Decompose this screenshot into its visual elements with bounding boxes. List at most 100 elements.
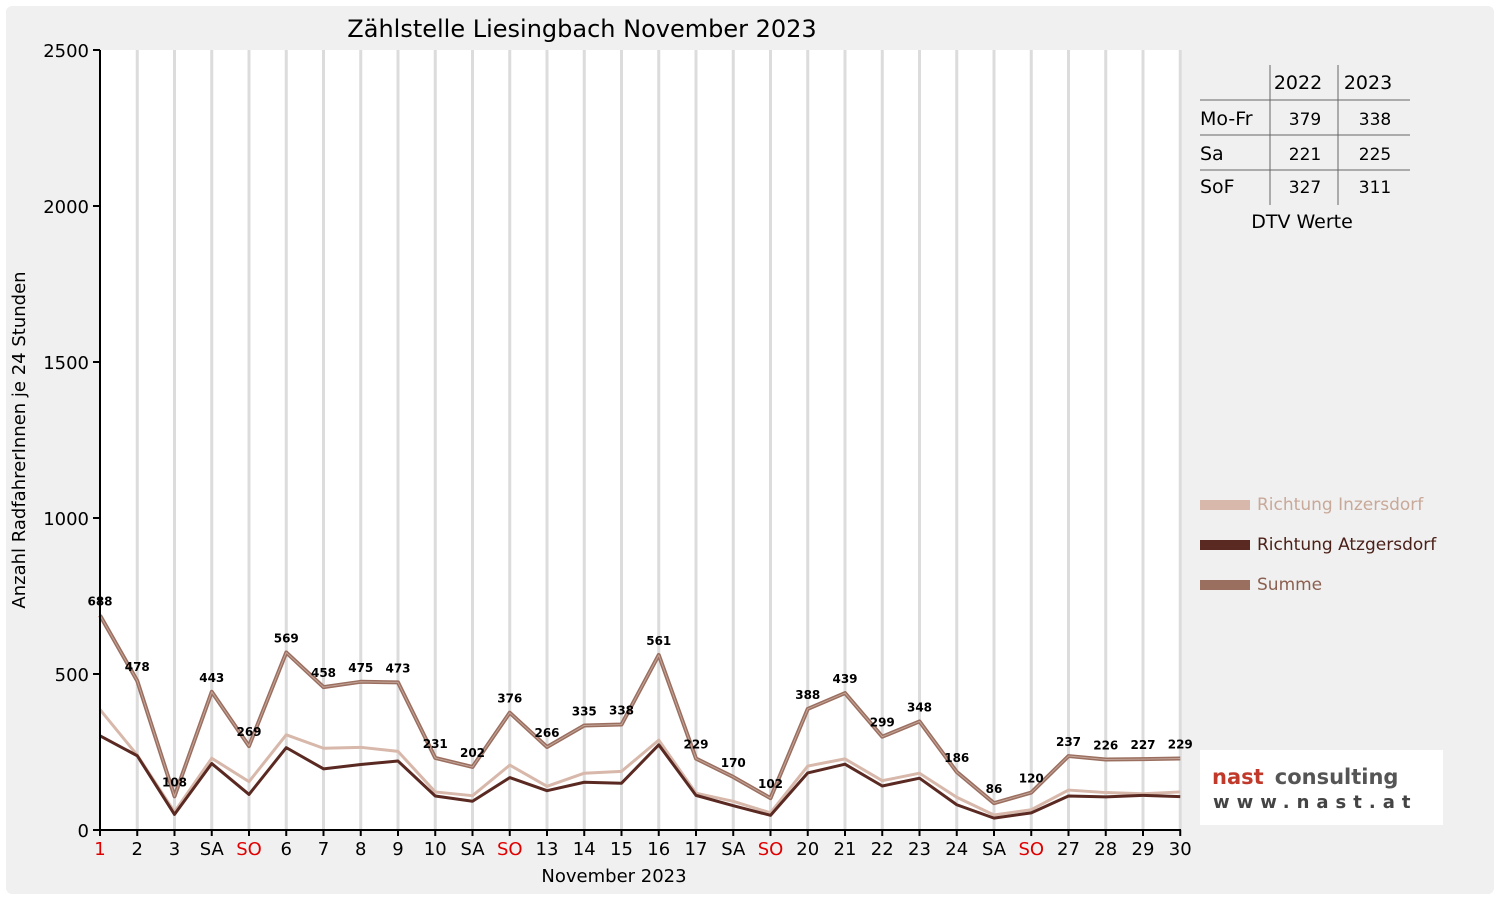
x-tick-label: 22 bbox=[871, 839, 894, 860]
legend-swatch-inzersdorf bbox=[1200, 500, 1250, 510]
logo-text: nast consulting bbox=[1212, 765, 1398, 789]
x-tick-label: 24 bbox=[945, 839, 968, 860]
data-label: 237 bbox=[1056, 735, 1081, 749]
x-tick-label: SA bbox=[200, 839, 225, 860]
x-axis-ticks: 1 2 3 SA SO 6 7 8 9 10 SA SO 13 14 15 16 17 SA SO 20 21 22 23 2… bbox=[94, 830, 1192, 860]
data-label: 231 bbox=[423, 737, 448, 751]
plot-area bbox=[100, 50, 1181, 830]
series-line-richtung-atzgersdorf bbox=[99, 734, 1181, 820]
legend-label-atzgersdorf: Richtung Atzgersdorf bbox=[1257, 535, 1437, 555]
y-tick-label: 1000 bbox=[43, 509, 89, 530]
data-labels: 6884781084432695694584754732312023762663… bbox=[87, 594, 1192, 796]
x-tick-label: 23 bbox=[908, 839, 931, 860]
y-axis-title: Anzahl RadfahrerInnen je 24 Stunden bbox=[9, 271, 30, 608]
x-tick-label: 14 bbox=[573, 839, 596, 860]
data-label: 335 bbox=[572, 704, 597, 718]
series-line-richtung-inzersdorf bbox=[98, 708, 1181, 817]
dtv-cell: 221 bbox=[1289, 145, 1321, 165]
x-tick-label: 2 bbox=[132, 839, 143, 860]
data-label: 458 bbox=[311, 666, 336, 680]
data-label: 108 bbox=[162, 775, 187, 789]
x-tick-label: 17 bbox=[685, 839, 708, 860]
data-label: 120 bbox=[1019, 772, 1044, 786]
legend-swatch-summe bbox=[1200, 580, 1250, 590]
dtv-cell: 338 bbox=[1359, 110, 1391, 130]
data-label: 569 bbox=[274, 631, 299, 645]
y-tick-label: 0 bbox=[78, 821, 89, 842]
y-axis-ticks: 0 500 1000 1500 2000 2500 bbox=[43, 41, 100, 842]
dtv-caption: DTV Werte bbox=[1251, 211, 1353, 233]
data-label: 561 bbox=[646, 634, 671, 648]
x-tick-label: 9 bbox=[392, 839, 403, 860]
logo-url: www.nast.at bbox=[1213, 792, 1417, 813]
data-label: 348 bbox=[907, 700, 932, 714]
x-tick-label: 10 bbox=[424, 839, 447, 860]
data-label: 227 bbox=[1130, 738, 1155, 752]
data-label: 202 bbox=[460, 746, 485, 760]
data-label: 102 bbox=[758, 777, 783, 791]
x-tick-label: SO bbox=[1018, 839, 1044, 860]
x-tick-label: 30 bbox=[1169, 839, 1192, 860]
data-label: 388 bbox=[795, 688, 820, 702]
data-label: 376 bbox=[497, 692, 522, 706]
legend-label-summe: Summe bbox=[1257, 575, 1322, 595]
data-label: 473 bbox=[385, 661, 410, 675]
dtv-table: 2022 2023 Mo-Fr 379 338 Sa 221 225 SoF 3… bbox=[1200, 65, 1410, 233]
x-tick-label: SA bbox=[982, 839, 1007, 860]
logo-background bbox=[1200, 750, 1443, 825]
legend: Richtung Inzersdorf Richtung Atzgersdorf… bbox=[1200, 495, 1437, 595]
nast-consulting-logo: nast consulting www.nast.at bbox=[1200, 750, 1443, 825]
x-tick-label: 29 bbox=[1132, 839, 1155, 860]
series-line-highlight bbox=[99, 615, 1181, 804]
x-tick-label: SO bbox=[497, 839, 523, 860]
dtv-col-header: 2023 bbox=[1344, 72, 1392, 94]
data-label: 86 bbox=[986, 782, 1003, 796]
x-tick-label: 21 bbox=[834, 839, 857, 860]
x-tick-label: 16 bbox=[647, 839, 670, 860]
x-tick-label: 8 bbox=[355, 839, 366, 860]
chart-title: Zählstelle Liesingbach November 2023 bbox=[347, 15, 816, 43]
y-tick-label: 500 bbox=[55, 665, 89, 686]
dtv-cell: 225 bbox=[1359, 145, 1391, 165]
data-label: 269 bbox=[236, 725, 261, 739]
data-label: 170 bbox=[721, 756, 746, 770]
x-tick-label: 20 bbox=[796, 839, 819, 860]
data-label: 229 bbox=[683, 738, 708, 752]
legend-swatch-atzgersdorf bbox=[1200, 540, 1250, 550]
x-tick-label: 7 bbox=[318, 839, 329, 860]
data-label: 229 bbox=[1168, 738, 1193, 752]
x-tick-label: 1 bbox=[94, 839, 105, 860]
series-lines bbox=[98, 614, 1181, 820]
data-label: 439 bbox=[832, 672, 857, 686]
x-tick-label: 6 bbox=[281, 839, 292, 860]
x-tick-label: SA bbox=[460, 839, 485, 860]
dtv-cell: 311 bbox=[1359, 178, 1391, 198]
x-tick-label: SO bbox=[236, 839, 262, 860]
dtv-cell: 327 bbox=[1289, 178, 1321, 198]
dtv-cell: 379 bbox=[1289, 110, 1321, 130]
data-label: 443 bbox=[199, 671, 224, 685]
data-label: 338 bbox=[609, 704, 634, 718]
data-label: 186 bbox=[944, 751, 969, 765]
legend-label-inzersdorf: Richtung Inzersdorf bbox=[1257, 495, 1424, 515]
x-tick-label: SO bbox=[758, 839, 784, 860]
x-axis-title: November 2023 bbox=[541, 866, 686, 887]
x-tick-label: 28 bbox=[1094, 839, 1117, 860]
dtv-col-header: 2022 bbox=[1274, 72, 1322, 94]
data-label: 475 bbox=[348, 661, 373, 675]
x-tick-label: 15 bbox=[610, 839, 633, 860]
data-label: 299 bbox=[870, 716, 895, 730]
x-tick-label: 13 bbox=[536, 839, 559, 860]
y-tick-label: 1500 bbox=[43, 353, 89, 374]
x-tick-label: 3 bbox=[169, 839, 180, 860]
x-tick-label: SA bbox=[721, 839, 746, 860]
grid bbox=[100, 50, 1182, 830]
dtv-row-label: Sa bbox=[1200, 143, 1224, 165]
data-label: 478 bbox=[125, 660, 150, 674]
dtv-row-label: Mo-Fr bbox=[1200, 108, 1253, 130]
y-tick-label: 2000 bbox=[43, 197, 89, 218]
dtv-row-label: SoF bbox=[1200, 176, 1235, 198]
y-tick-label: 2500 bbox=[43, 41, 89, 62]
data-label: 266 bbox=[534, 726, 559, 740]
